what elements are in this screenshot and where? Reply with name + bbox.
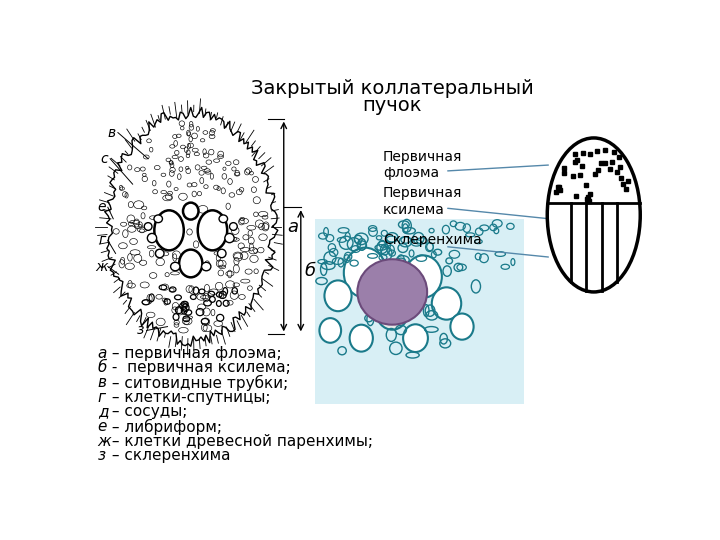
Text: е: е — [97, 200, 106, 214]
Ellipse shape — [202, 262, 211, 271]
Ellipse shape — [451, 314, 474, 340]
Text: с: с — [100, 152, 108, 166]
Text: – сосуды;: – сосуды; — [107, 404, 187, 420]
Text: ж: ж — [98, 434, 112, 449]
Ellipse shape — [154, 211, 184, 251]
Text: – склеренхима: – склеренхима — [107, 448, 230, 463]
Ellipse shape — [344, 248, 387, 298]
Text: – ситовидные трубки;: – ситовидные трубки; — [107, 375, 288, 391]
Ellipse shape — [432, 287, 462, 320]
Ellipse shape — [144, 222, 152, 231]
Ellipse shape — [350, 325, 373, 352]
Ellipse shape — [403, 325, 428, 352]
Text: д: д — [98, 404, 108, 420]
Text: е: е — [98, 419, 107, 434]
Text: з: з — [98, 448, 106, 463]
Ellipse shape — [320, 318, 341, 343]
Text: – либриформ;: – либриформ; — [107, 419, 222, 435]
Ellipse shape — [171, 262, 180, 271]
Ellipse shape — [405, 255, 442, 298]
Ellipse shape — [357, 259, 427, 325]
Ellipse shape — [325, 280, 351, 311]
Bar — [315, 219, 524, 403]
Ellipse shape — [183, 202, 199, 220]
Text: а: а — [98, 346, 107, 361]
Text: з: з — [137, 323, 144, 338]
Ellipse shape — [179, 249, 202, 278]
Text: б: б — [305, 262, 316, 280]
Ellipse shape — [198, 211, 228, 251]
Text: ж: ж — [95, 260, 108, 274]
Text: г: г — [98, 233, 105, 247]
Ellipse shape — [225, 233, 234, 242]
Text: Склеренхима: Склеренхима — [383, 233, 482, 247]
Ellipse shape — [230, 222, 238, 231]
Text: б: б — [98, 361, 107, 375]
Text: пучок: пучок — [362, 96, 422, 114]
Text: – первичная флоэма;: – первичная флоэма; — [107, 346, 282, 361]
Text: – клетки-спутницы;: – клетки-спутницы; — [107, 390, 271, 405]
Ellipse shape — [148, 233, 157, 242]
Text: – клетки древесной паренхимы;: – клетки древесной паренхимы; — [107, 434, 373, 449]
Ellipse shape — [547, 138, 640, 292]
Ellipse shape — [376, 293, 408, 330]
Ellipse shape — [154, 215, 163, 222]
Ellipse shape — [156, 249, 164, 258]
Text: в: в — [98, 375, 107, 390]
Text: -  первичная ксилема;: - первичная ксилема; — [107, 361, 291, 375]
Ellipse shape — [217, 249, 226, 258]
Text: Закрытый коллатеральный: Закрытый коллатеральный — [251, 79, 534, 98]
Text: г: г — [98, 390, 106, 405]
Text: в: в — [107, 126, 116, 139]
Text: Первичная
ксилема: Первичная ксилема — [383, 186, 462, 217]
Text: Первичная
флоэма: Первичная флоэма — [383, 150, 462, 180]
Text: а: а — [287, 218, 299, 235]
Ellipse shape — [219, 215, 228, 222]
